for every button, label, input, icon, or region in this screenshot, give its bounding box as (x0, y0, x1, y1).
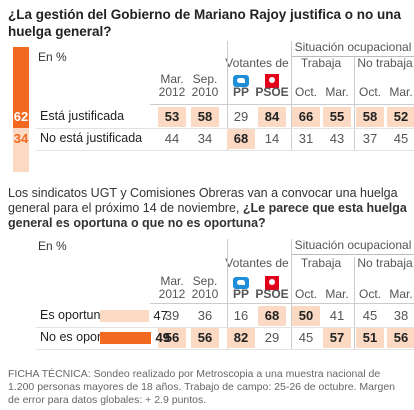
header-rule (150, 104, 414, 105)
cell-value: 45 (298, 330, 314, 345)
cell-value: 68 (227, 129, 255, 149)
subgroup: No trabaja (357, 256, 413, 270)
row-rule (36, 327, 414, 328)
cell-value: 56 (158, 328, 186, 348)
cell-value: 57 (323, 328, 351, 348)
cell-value: 51 (356, 328, 384, 348)
section-1-title: ¿La gestión del Gobierno de Mariano Rajo… (8, 7, 402, 39)
column-header: PSOE (255, 287, 289, 301)
column-header: PSOE (255, 85, 289, 99)
cell-value: 56 (191, 328, 219, 348)
subgroup: No trabaja (357, 56, 413, 70)
cell-value: 39 (164, 308, 180, 323)
cell-value: 16 (233, 308, 249, 323)
column-header: Oct. (294, 287, 317, 301)
column-header: Oct. (358, 287, 381, 301)
column-separator (354, 57, 355, 150)
unit-label: En % (38, 239, 67, 253)
column-header: Mar. (325, 85, 349, 99)
column-separator (291, 41, 292, 150)
column-header: 2010 (191, 85, 219, 99)
cell-value: 82 (227, 328, 255, 348)
cell-value: 34 (197, 131, 213, 146)
cell-value: 38 (393, 308, 409, 323)
psoe-logo-rose (269, 279, 275, 285)
cell-value: 45 (362, 308, 378, 323)
column-header: Mar. (389, 85, 413, 99)
column-header: PP (232, 85, 249, 99)
cell-value: 58 (356, 107, 384, 127)
bar (13, 47, 29, 128)
pp-logo-bird (237, 280, 245, 285)
column-header: 2010 (191, 287, 219, 301)
column-header: Oct. (294, 85, 317, 99)
column-separator (227, 41, 228, 150)
cell-value: 44 (164, 131, 180, 146)
cell-value: 56 (387, 328, 414, 348)
column-header: Mar. (389, 287, 413, 301)
group-situacion: Situación ocupacional (294, 238, 412, 252)
pp-logo-bird (237, 78, 245, 83)
group-situacion: Situación ocupacional (294, 40, 412, 54)
group-rule (292, 56, 414, 57)
group-votantes: Votantes de (225, 256, 289, 270)
cell-value: 31 (298, 131, 314, 146)
row-rule (36, 128, 414, 129)
column-header: 2012 (158, 85, 186, 99)
bar-label: 49 (155, 330, 170, 345)
bar (100, 310, 150, 322)
section-2-intro: Los sindicatos UGT y Comisiones Obreras … (8, 186, 408, 231)
unit-label: En % (38, 50, 67, 64)
cell-value: 52 (387, 107, 414, 127)
cell-value: 43 (329, 131, 345, 146)
row-rule (36, 150, 414, 151)
cell-value: 50 (292, 306, 320, 326)
cell-value: 53 (158, 107, 186, 127)
intro-question: ¿Le parece que esta huelga general es op… (8, 201, 407, 230)
column-header: Sep. (192, 274, 218, 288)
column-header: Mar. (160, 274, 184, 288)
cell-value: 66 (292, 107, 320, 127)
cell-value: 45 (393, 131, 409, 146)
header-rule (150, 303, 414, 304)
cell-value: 29 (233, 109, 249, 124)
cell-value: 68 (258, 306, 286, 326)
cell-value: 55 (323, 107, 351, 127)
column-header: PP (232, 287, 249, 301)
group-rule (292, 254, 414, 255)
group-votantes: Votantes de (225, 56, 289, 70)
row-label: No está justificada (40, 131, 143, 145)
row-rule (36, 349, 414, 350)
column-header: Mar. (160, 72, 184, 86)
column-header: Oct. (358, 85, 381, 99)
column-header: Mar. (325, 287, 349, 301)
column-header: Sep. (192, 72, 218, 86)
column-separator (227, 239, 228, 349)
psoe-logo-rose (269, 77, 275, 83)
row-label: Está justificada (40, 109, 125, 123)
bar (13, 128, 29, 173)
bar-label: 62 (13, 109, 29, 124)
cell-value: 29 (264, 330, 280, 345)
subgroup: Trabaja (300, 56, 342, 70)
bar-label: 34 (13, 131, 29, 146)
bar-label: 47 (153, 308, 168, 323)
cell-value: 41 (329, 308, 345, 323)
cell-value: 14 (264, 131, 280, 146)
footnote: FICHA TÉCNICA: Sondeo realizado por Metr… (8, 368, 395, 406)
subgroup: Trabaja (300, 256, 342, 270)
column-header: 2012 (158, 287, 186, 301)
cell-value: 36 (197, 308, 213, 323)
cell-value: 58 (191, 107, 219, 127)
intro-text: Los sindicatos UGT y Comisiones Obreras … (8, 186, 398, 215)
column-separator (291, 239, 292, 349)
bar (100, 332, 152, 344)
row-label: Es oportuna (40, 308, 108, 322)
cell-value: 84 (258, 107, 286, 127)
cell-value: 37 (362, 131, 378, 146)
